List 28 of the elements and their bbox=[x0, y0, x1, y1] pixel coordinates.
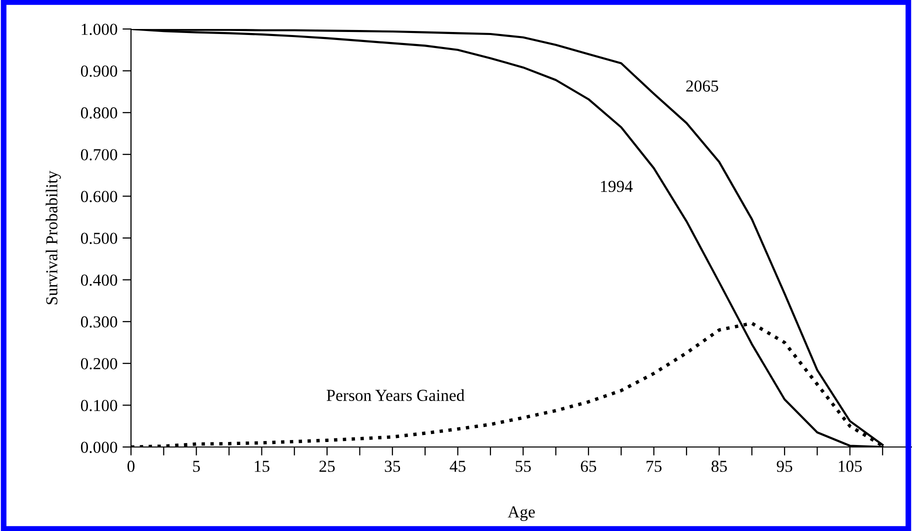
x-tick-label: 95 bbox=[776, 460, 792, 472]
y-tick-label: 0.300 bbox=[80, 316, 118, 328]
y-axis-title: Survival Probability bbox=[46, 170, 61, 304]
x-tick-label: 105 bbox=[838, 460, 862, 472]
y-tick-label: 0.600 bbox=[80, 190, 118, 202]
x-tick-label: 5 bbox=[193, 460, 200, 472]
y-tick-label: 0.800 bbox=[80, 107, 118, 119]
y-tick-label: 0.100 bbox=[80, 400, 118, 412]
series-label: Person Years Gained bbox=[326, 389, 464, 402]
x-tick-label: 75 bbox=[646, 460, 662, 472]
y-tick-label: 0.500 bbox=[80, 232, 118, 244]
x-tick-label: 85 bbox=[712, 460, 727, 472]
y-tick-label: 0.400 bbox=[80, 274, 118, 286]
y-tick-label: 0.700 bbox=[80, 149, 118, 160]
y-tick-label: 0.200 bbox=[80, 358, 118, 370]
x-tick-label: 65 bbox=[580, 460, 596, 472]
x-tick-label: 35 bbox=[384, 460, 400, 472]
y-tick-label: 0.900 bbox=[80, 66, 118, 77]
y-tick-label: 1.000 bbox=[82, 24, 118, 36]
y-tick-label: 0.000 bbox=[80, 442, 118, 454]
x-tick-label: 15 bbox=[254, 460, 270, 472]
x-tick-label: 45 bbox=[450, 460, 466, 472]
x-tick-label: 0 bbox=[127, 460, 135, 472]
x-tick-label: 25 bbox=[319, 460, 335, 472]
x-axis-title: Age bbox=[508, 506, 535, 521]
x-tick-label: 55 bbox=[516, 460, 531, 472]
series-label: 2065 bbox=[686, 80, 718, 92]
series-label: 1994 bbox=[601, 180, 633, 192]
